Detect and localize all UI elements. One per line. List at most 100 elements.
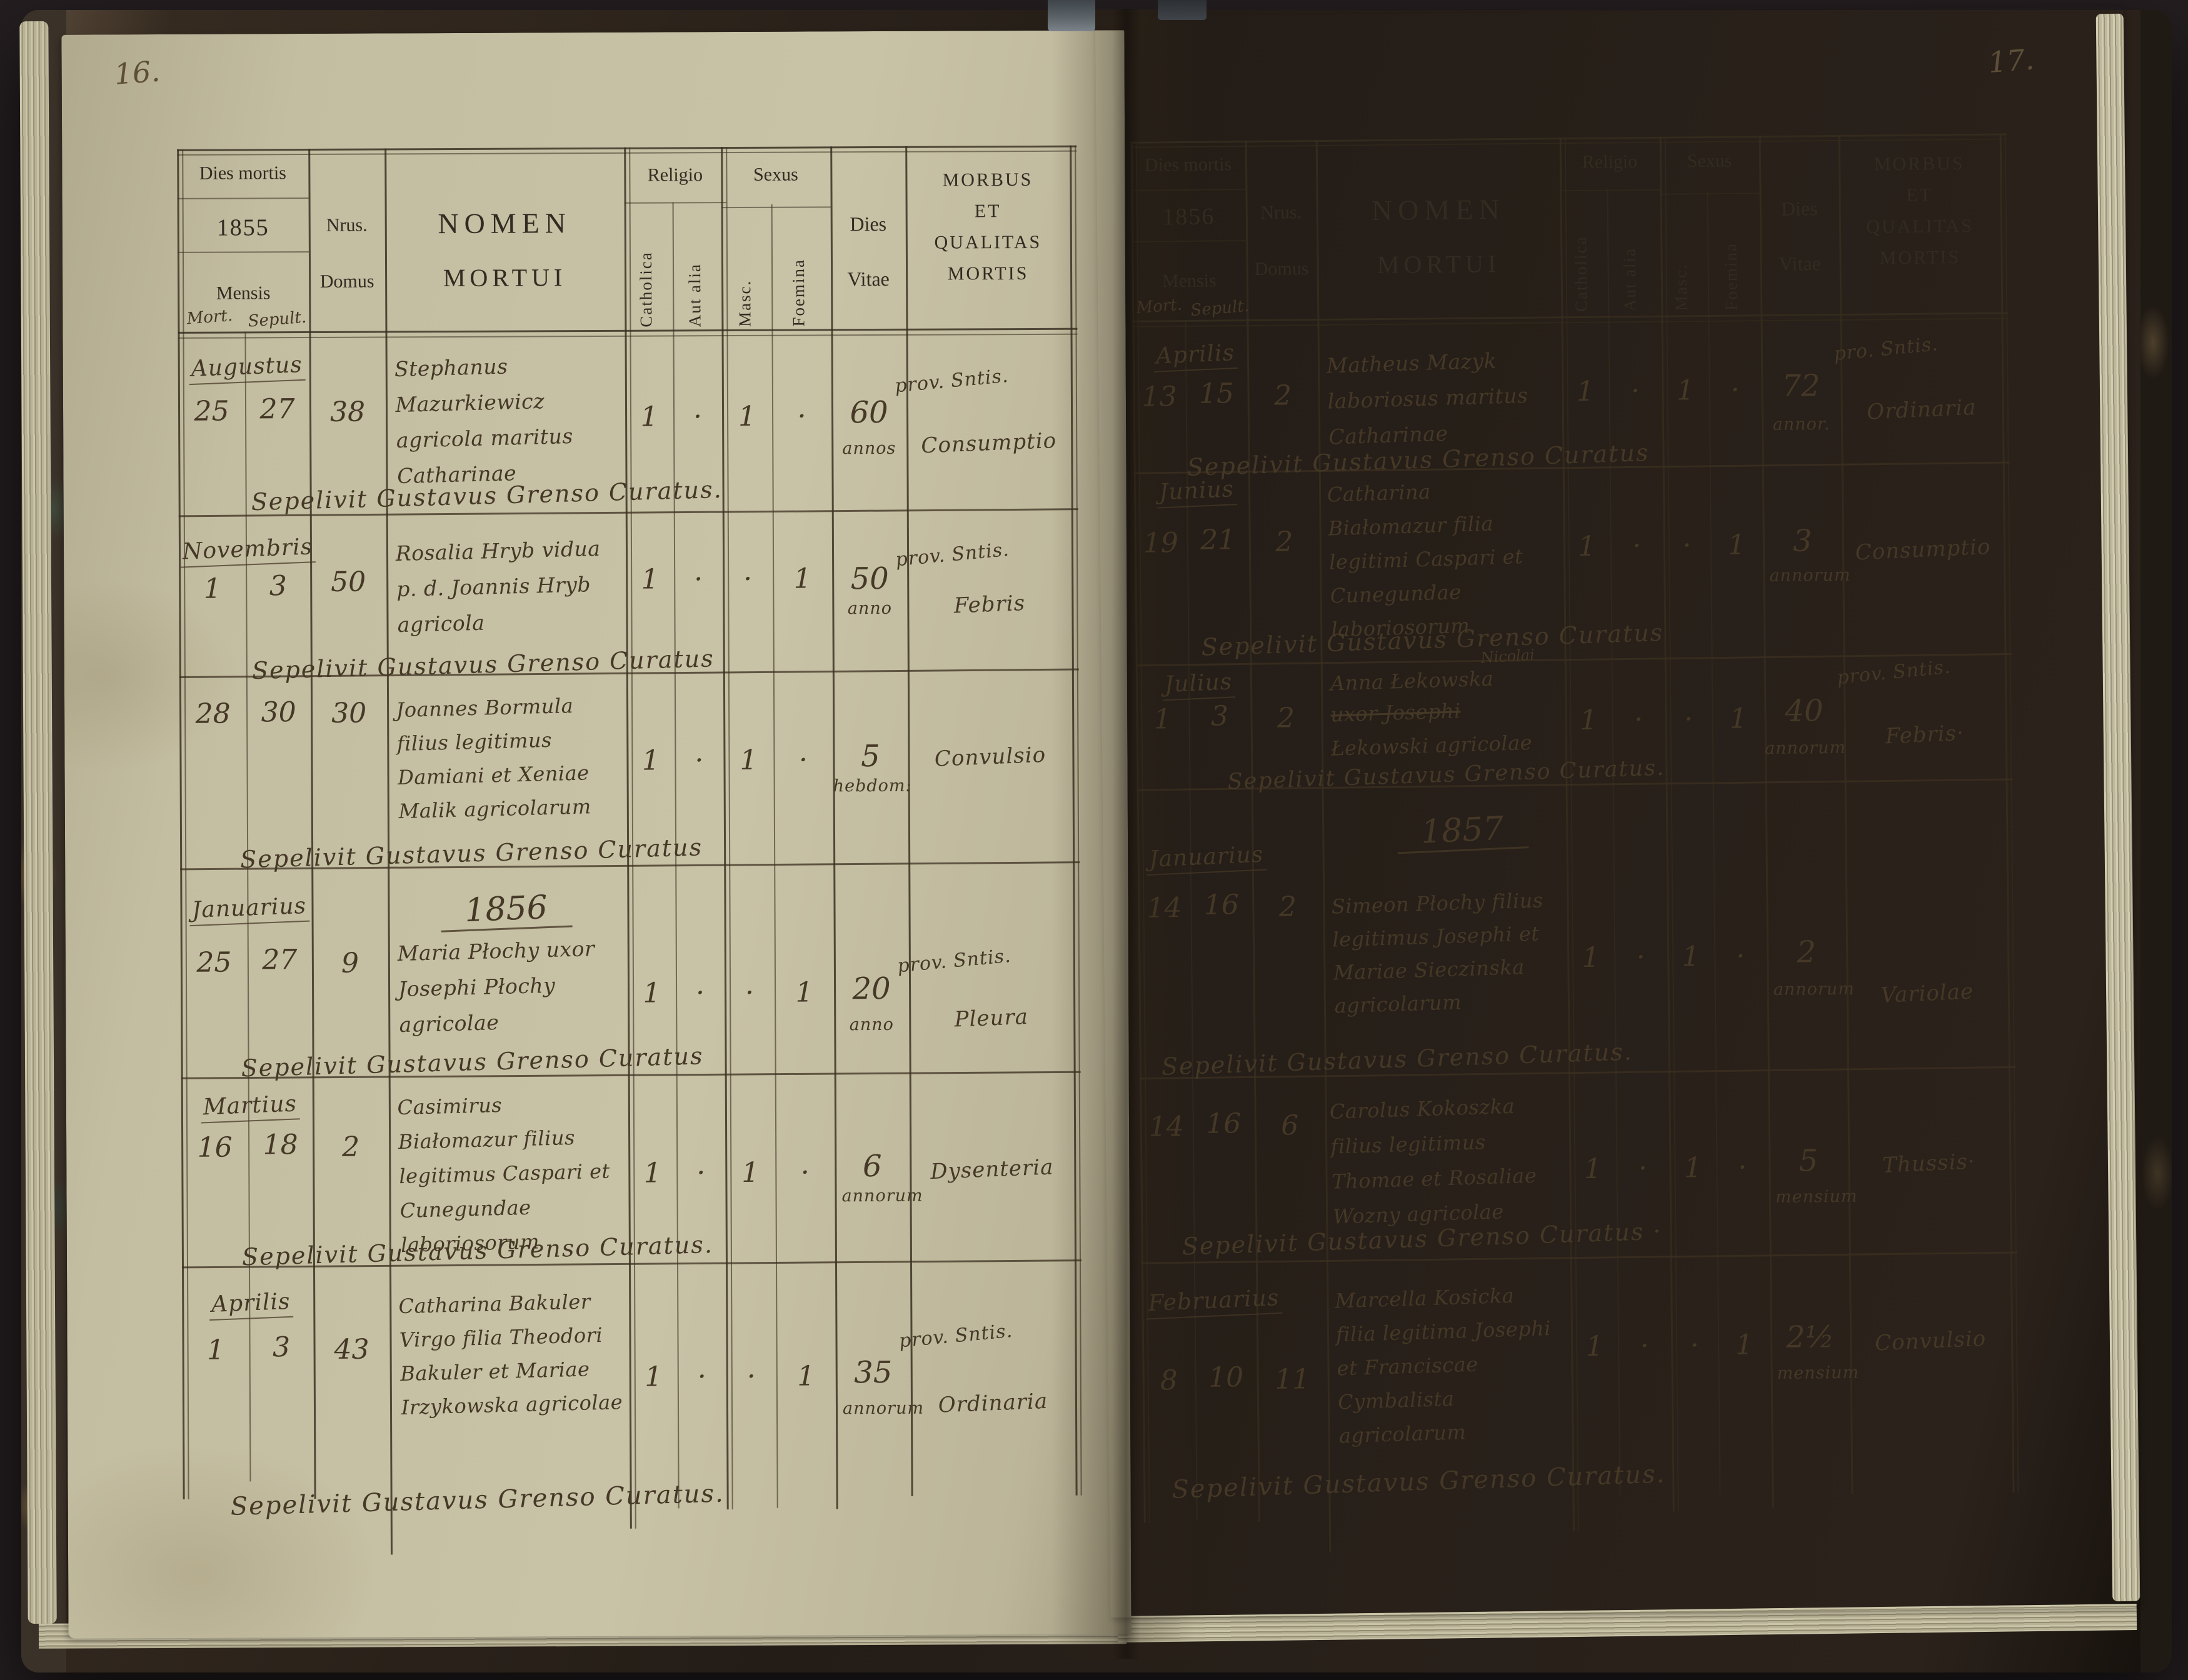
name-of-deceased: Maria Płochy uxor Josephi Płochy agricol… [397,936,595,1038]
month-label: Novembris [178,534,316,568]
aut-alia-mark: · [1638,1152,1648,1185]
catholica-mark: 1 [643,977,661,1009]
aut-alia-mark: · [1630,375,1640,408]
aut-alia-mark: · [696,1157,706,1189]
col-header-nrus: Nrus. [326,214,368,236]
age-unit: annor. [1772,414,1830,434]
catholica-mark: 1 [641,744,660,777]
foemina-mark: 1 [795,976,813,1009]
house-number: 2 [1273,379,1292,412]
name-of-deceased: Carolus Kokoszka filius legitimus Thomae… [1329,1094,1537,1229]
grid-line [1838,134,1854,1494]
provision-note: prov. Sntis. [893,364,1010,398]
subcol-mort: Mort. [1135,295,1183,318]
provision-note: prov. Sntis. [896,944,1012,978]
year-heading: 1856 [439,888,573,932]
grid-line [177,197,309,199]
cause-of-death: Dysenteria [930,1154,1055,1185]
grid-line [178,333,1078,339]
subcol-mort: Mort. [186,306,234,329]
cause-of-death: Thussis· [1882,1149,1976,1178]
month-text: Martius [200,1091,300,1124]
month-text: Aprilis [1152,339,1238,372]
month-label: Aprilis [1132,339,1258,372]
cause-of-death: Febris· [1885,720,1965,749]
col-header-foemina: Foemina [788,259,808,327]
burial-day: 27 [262,944,298,976]
month-label: Januarius [1137,841,1276,876]
register-year: 1856 [1162,203,1215,231]
grid-line [1560,189,1660,192]
col-header-masc: Masc. [735,279,755,328]
col-header-aut-alia: Aut alia [685,263,705,328]
month-label: Junius [1133,475,1260,509]
col-header-masc: Masc. [1671,264,1691,311]
age-value: 3 [1792,523,1812,559]
age-unit: mensium [1777,1362,1860,1384]
burial-day: 16 [1206,1108,1242,1140]
month-label: Aprilis [182,1288,320,1321]
cause-of-death: Consumptio [920,428,1057,459]
grid-line [624,202,726,204]
col-header-nrus: Nrus. [1260,202,1302,223]
month-text: Augustus [188,351,306,386]
cause-of-death: Ordinaria [938,1388,1048,1418]
masc-mark: 1 [741,1156,760,1189]
month-label: Januarius [180,892,318,927]
age-unit: annorum [1769,565,1851,586]
grid-line [1660,192,1760,195]
grid-line [1759,136,1774,1508]
month-text: Julius [1161,669,1236,701]
house-number: 9 [341,947,359,979]
burial-note: Sepelivit Gustavus Grenso Curatus [251,644,715,685]
col-header-dies: Dies [1780,197,1818,220]
catholica-mark: 1 [640,401,658,433]
col-header-sexus: Sexus [753,164,798,185]
foemina-mark: 1 [1727,529,1746,561]
burial-day: 10 [1208,1361,1244,1394]
cause-of-death: Convulsio [1874,1326,1987,1356]
col-header-aut-alia: Aut alia [1620,247,1640,312]
foemina-mark: · [1730,374,1740,406]
burial-day: 27 [259,393,295,426]
grid-line [830,146,838,1509]
col-header-mensis: Mensis [216,282,271,304]
register-year: 1855 [216,214,269,241]
cause-of-death: Pleura [953,1004,1029,1032]
col-header-morbus-1: MORBUS [942,169,1033,191]
grid-line [905,146,913,1496]
house-number: 38 [329,396,366,428]
name-struck-text: uxor Josephi [1330,699,1462,727]
month-label: Julius [1135,668,1262,701]
month-label: Martius [181,1090,319,1124]
age-unit: annorum [1773,979,1855,1000]
col-header-dies-mortis: Dies mortis [1144,154,1232,176]
age-value: 40 [1785,693,1824,729]
age-unit: hebdom: [833,776,912,796]
burial-day: 15 [1198,378,1235,410]
grid-line [177,251,309,253]
name-of-deceased: Stephanus Mazurkiewicz agricola maritus … [394,354,574,489]
burial-day: 3 [269,570,287,602]
catholica-mark: 1 [1583,1152,1602,1185]
foemina-mark: · [1738,1151,1747,1184]
page-number: 17. [1987,42,2035,80]
age-value: 6 [862,1149,882,1184]
col-header-catholica: Catholica [636,251,656,328]
foemina-mark: 1 [1735,1329,1754,1361]
death-day: 25 [194,395,229,428]
month-text: Novembris [179,534,316,568]
col-header-mensis: Mensis [1162,270,1217,292]
col-header-domus: Domus [1254,258,1309,279]
col-header-morbus-3: QUALITAS [934,231,1042,253]
book-clamp-left [1048,0,1095,31]
aut-alia-mark: · [695,977,705,1009]
col-header-vitae: Vitae [1779,252,1821,275]
col-header-morbus-2: ET [1906,184,1934,206]
death-day: 16 [197,1131,233,1164]
name-of-deceased: Simeon Płochy filius legitimus Josephi e… [1331,888,1544,1018]
col-header-mortui: MORTUI [1377,249,1501,279]
name-of-deceased: Catharina Białomazur filia legitimi Casp… [1327,479,1523,642]
house-number: 2 [342,1131,360,1163]
death-day: 25 [196,946,232,979]
